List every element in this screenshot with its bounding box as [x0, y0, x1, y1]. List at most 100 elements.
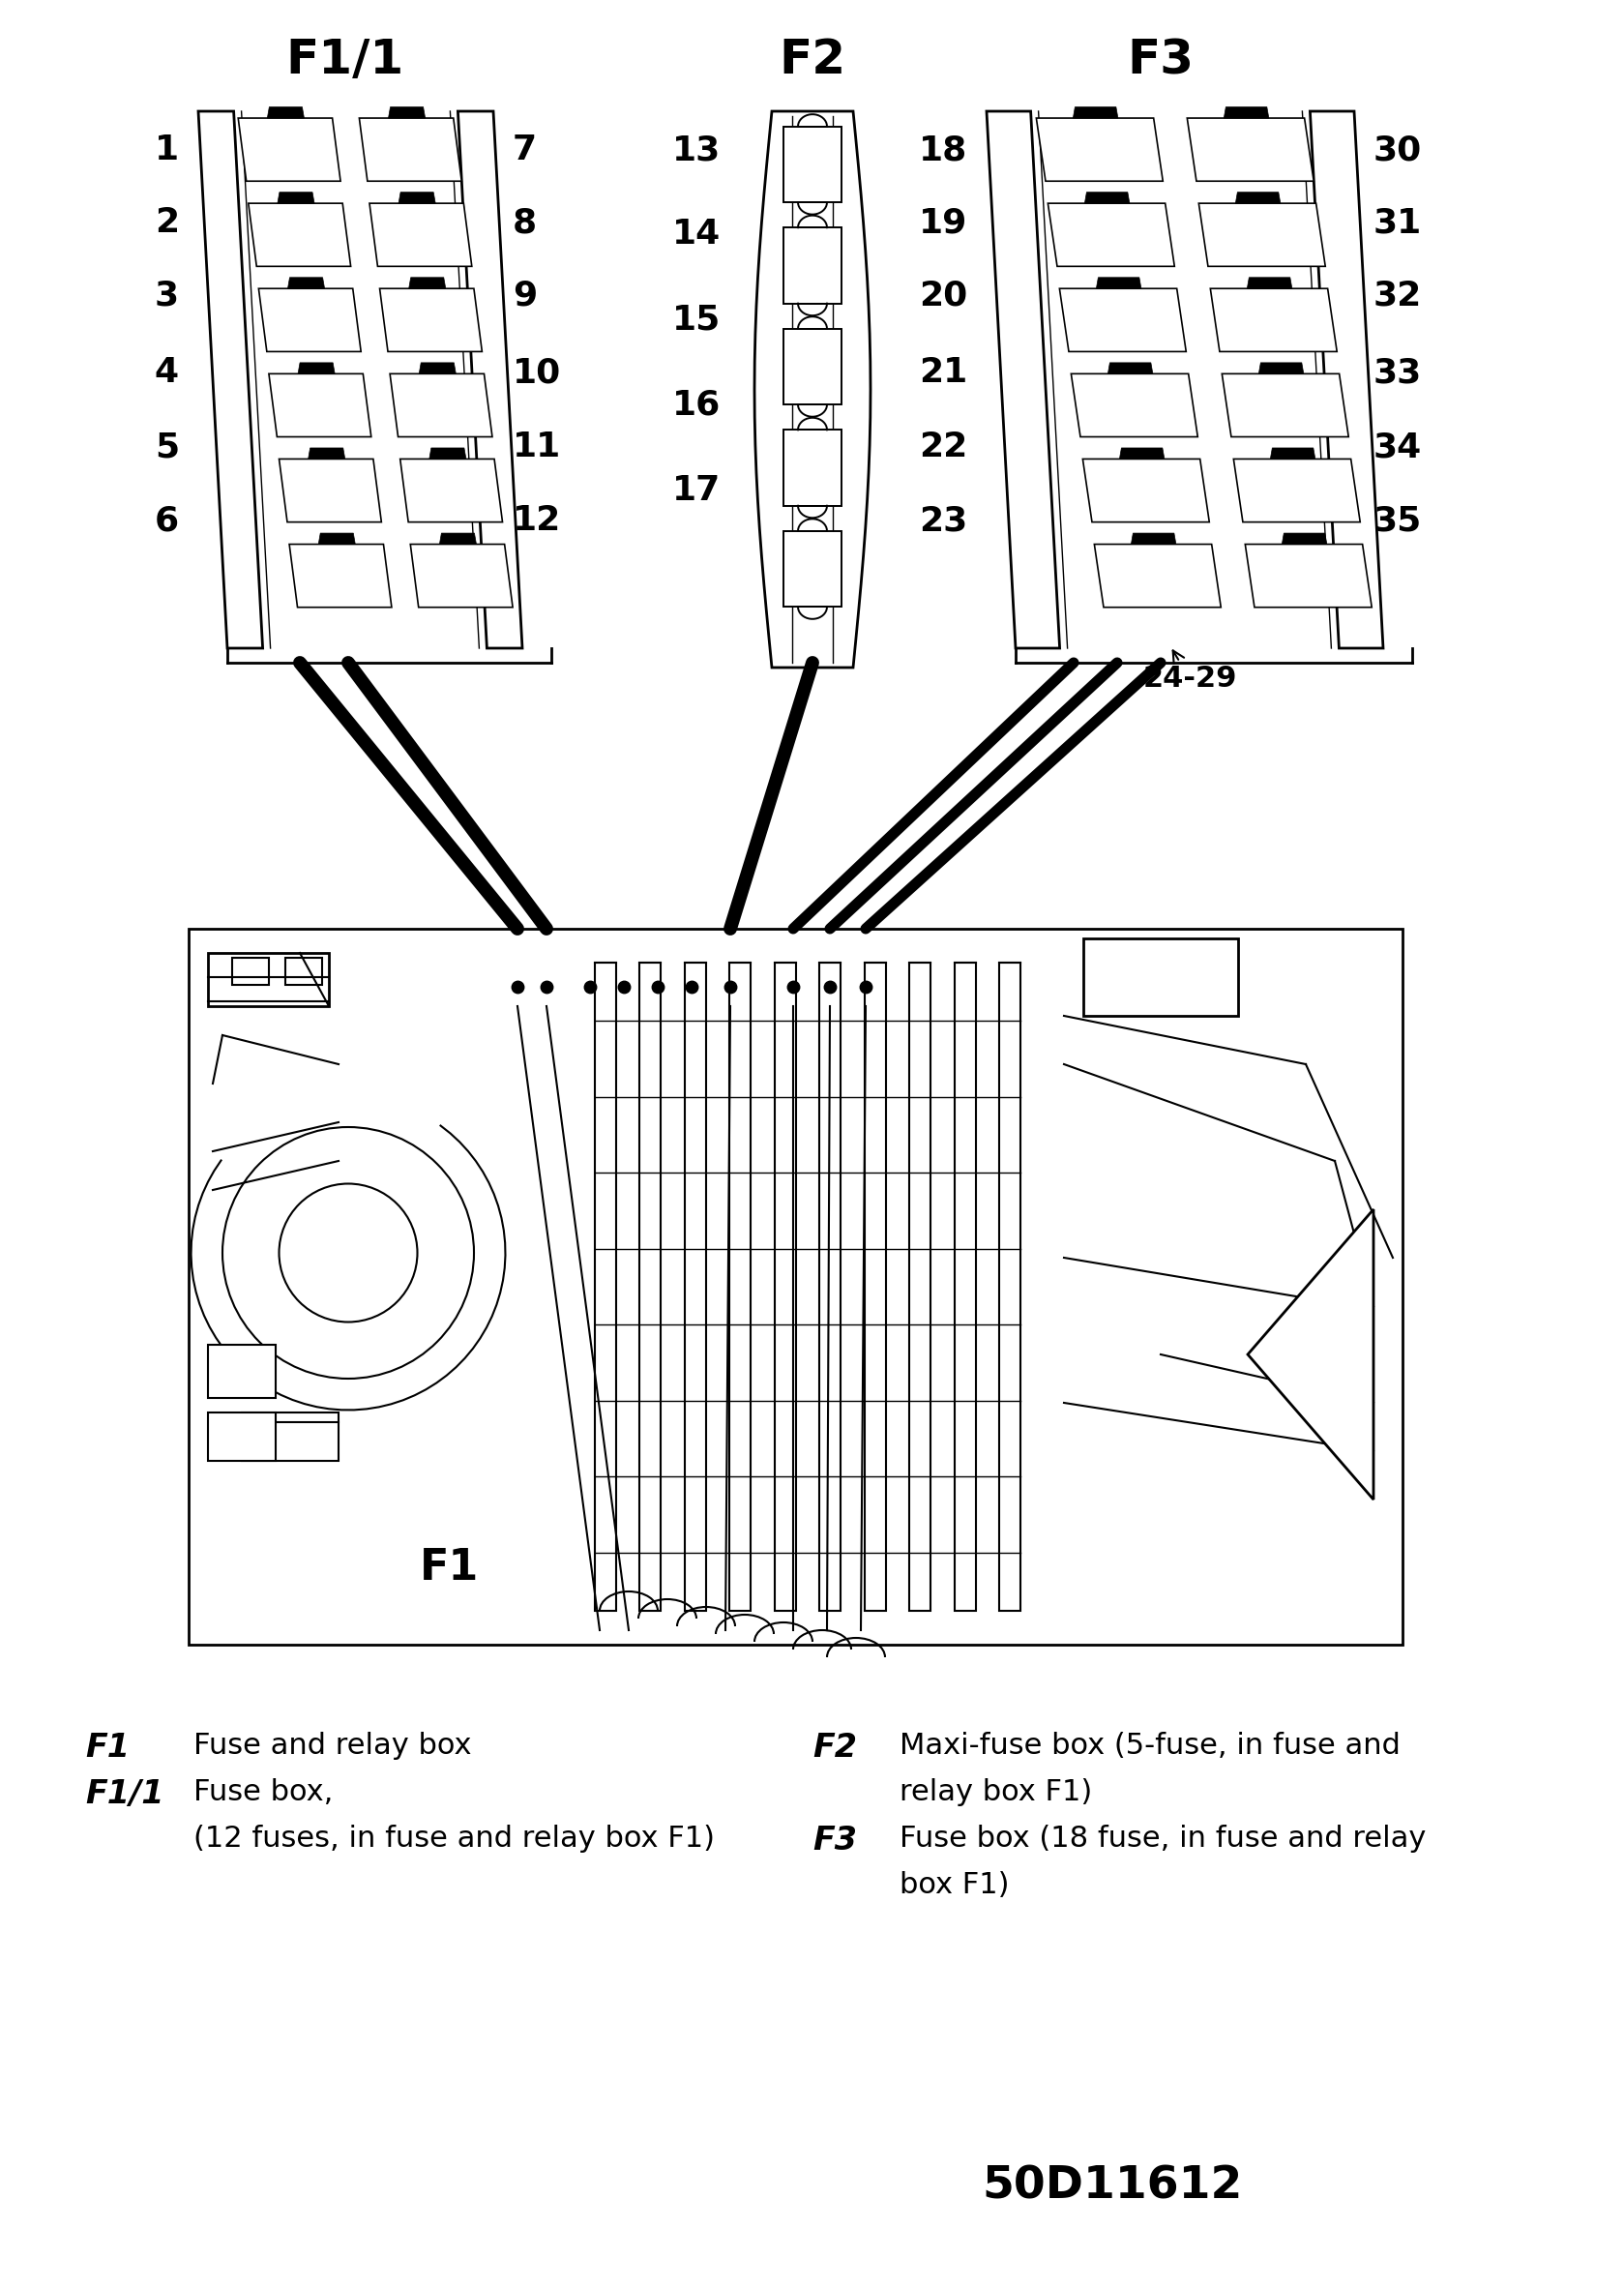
Text: 8: 8 [513, 206, 538, 238]
Polygon shape [1224, 108, 1268, 119]
Polygon shape [270, 373, 372, 437]
Bar [208, 952, 330, 1007]
Text: 5: 5 [154, 430, 179, 462]
Polygon shape [1036, 119, 1163, 181]
Text: 12: 12 [513, 504, 562, 538]
Text: 16: 16 [672, 387, 721, 421]
Text: 34: 34 [1374, 430, 1423, 462]
Text: 13: 13 [672, 133, 721, 167]
Polygon shape [1073, 108, 1117, 119]
Polygon shape [1246, 545, 1372, 607]
Polygon shape [297, 362, 335, 373]
Text: F2: F2 [812, 1733, 857, 1763]
Polygon shape [318, 533, 356, 545]
Text: 11: 11 [513, 430, 562, 462]
Text: F1/1: F1/1 [286, 37, 404, 82]
Polygon shape [268, 108, 304, 119]
Polygon shape [248, 204, 351, 266]
Polygon shape [1083, 460, 1210, 522]
Text: 6: 6 [154, 504, 179, 538]
Text: 9: 9 [513, 279, 538, 311]
Bar [783, 126, 841, 201]
Bar [909, 964, 931, 1611]
Text: box F1): box F1) [900, 1870, 1010, 1900]
Polygon shape [390, 373, 492, 437]
Bar [783, 531, 841, 607]
Polygon shape [1096, 277, 1142, 288]
Polygon shape [279, 460, 382, 522]
Polygon shape [1072, 373, 1199, 437]
Bar [208, 1344, 276, 1399]
Text: 19: 19 [919, 206, 968, 238]
Bar [1083, 938, 1237, 1016]
Polygon shape [1247, 277, 1293, 288]
Polygon shape [429, 449, 466, 460]
Polygon shape [400, 460, 502, 522]
Polygon shape [278, 192, 315, 204]
Polygon shape [1259, 362, 1304, 373]
Text: 3: 3 [154, 279, 179, 311]
Polygon shape [1221, 373, 1348, 437]
Text: F1: F1 [84, 1733, 130, 1763]
Polygon shape [359, 119, 461, 181]
Polygon shape [419, 362, 456, 373]
Text: F1/1: F1/1 [84, 1779, 164, 1811]
Polygon shape [1187, 119, 1314, 181]
Polygon shape [1311, 112, 1384, 648]
Polygon shape [1047, 204, 1174, 266]
Bar [188, 929, 1403, 1646]
Polygon shape [239, 119, 341, 181]
Polygon shape [1095, 545, 1221, 607]
Text: 10: 10 [513, 357, 562, 389]
Polygon shape [258, 288, 361, 353]
Text: F3: F3 [1127, 37, 1194, 82]
Bar [208, 1412, 276, 1460]
Polygon shape [388, 108, 425, 119]
Text: 2: 2 [154, 206, 179, 238]
Polygon shape [1130, 533, 1176, 545]
Polygon shape [309, 449, 344, 460]
Bar [783, 430, 841, 506]
Polygon shape [198, 112, 263, 648]
Polygon shape [755, 112, 870, 668]
Bar [1000, 964, 1021, 1611]
Bar [232, 957, 270, 984]
Polygon shape [289, 545, 391, 607]
Text: 32: 32 [1374, 279, 1423, 311]
Text: 21: 21 [919, 357, 968, 389]
Text: 7: 7 [513, 133, 538, 167]
Text: 20: 20 [919, 279, 968, 311]
Text: 24-29: 24-29 [1143, 650, 1237, 694]
Polygon shape [1210, 288, 1337, 353]
Bar [242, 1412, 338, 1460]
Text: 31: 31 [1374, 206, 1423, 238]
Text: 22: 22 [919, 430, 968, 462]
Bar [820, 964, 841, 1611]
Text: Fuse box (18 fuse, in fuse and relay: Fuse box (18 fuse, in fuse and relay [900, 1824, 1426, 1852]
Bar [286, 957, 322, 984]
Bar [684, 964, 706, 1611]
Bar [775, 964, 796, 1611]
Text: 23: 23 [919, 504, 968, 538]
Polygon shape [987, 112, 1060, 648]
Text: 1: 1 [154, 133, 179, 167]
Text: Fuse and relay box: Fuse and relay box [193, 1733, 471, 1760]
Polygon shape [1281, 533, 1327, 545]
Polygon shape [1108, 362, 1153, 373]
Bar [783, 227, 841, 304]
Polygon shape [1059, 288, 1186, 353]
Polygon shape [1085, 192, 1130, 204]
Polygon shape [440, 533, 476, 545]
Polygon shape [1236, 192, 1280, 204]
Text: 30: 30 [1374, 133, 1423, 167]
Text: Maxi-fuse box (5-fuse, in fuse and: Maxi-fuse box (5-fuse, in fuse and [900, 1733, 1400, 1760]
Polygon shape [458, 112, 523, 648]
Polygon shape [398, 192, 435, 204]
Text: Fuse box,: Fuse box, [193, 1779, 333, 1806]
Bar [729, 964, 750, 1611]
Polygon shape [1234, 460, 1361, 522]
Text: F2: F2 [780, 37, 846, 82]
Polygon shape [1199, 204, 1325, 266]
Text: 50D11612: 50D11612 [983, 2165, 1242, 2209]
Bar [955, 964, 976, 1611]
